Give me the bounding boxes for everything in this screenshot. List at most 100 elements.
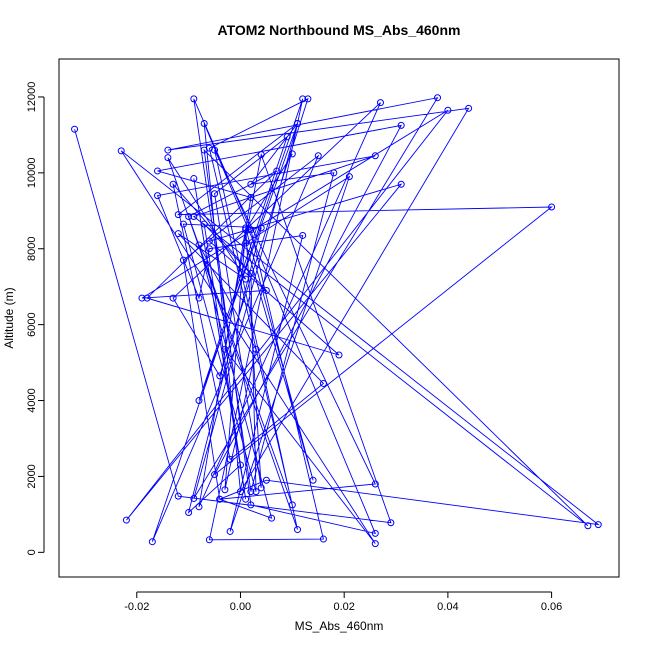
data-point — [242, 224, 250, 232]
y-tick-label: 0 — [26, 549, 38, 555]
data-point — [252, 488, 260, 496]
data-point — [205, 536, 213, 544]
data-point — [376, 99, 384, 107]
data-point — [185, 508, 193, 516]
data-point — [190, 95, 198, 103]
data-point — [252, 345, 260, 353]
data-point — [294, 526, 302, 534]
data-point — [288, 501, 296, 509]
data-point — [205, 237, 213, 245]
data-point — [371, 152, 379, 160]
data-point — [200, 120, 208, 128]
data-point — [299, 231, 307, 239]
x-tick-label: 0.04 — [437, 601, 458, 613]
data-point — [174, 230, 182, 238]
data-point — [247, 488, 255, 496]
data-point — [247, 269, 255, 277]
x-tick-label: 0.00 — [230, 601, 251, 613]
data-point — [164, 154, 172, 162]
data-point — [371, 480, 379, 488]
data-point — [195, 397, 203, 405]
data-point — [138, 294, 146, 302]
data-point — [190, 175, 198, 183]
data-point — [434, 94, 442, 102]
data-point — [174, 492, 182, 500]
x-tick-label: 0.06 — [541, 601, 562, 613]
data-point — [288, 150, 296, 158]
data-point — [387, 519, 395, 527]
data-point — [548, 203, 556, 211]
data-point — [247, 180, 255, 188]
data-point — [465, 104, 473, 112]
data-point — [169, 180, 177, 188]
data-point — [205, 245, 213, 253]
plot-area — [71, 94, 602, 548]
data-point — [283, 133, 291, 141]
data-point — [216, 495, 224, 503]
data-point — [242, 239, 250, 247]
y-tick-label: 12000 — [26, 82, 38, 113]
data-point — [169, 294, 177, 302]
data-point — [216, 372, 224, 380]
y-tick-label: 6000 — [26, 312, 38, 336]
y-tick-label: 10000 — [26, 158, 38, 189]
data-point — [195, 503, 203, 511]
data-point — [190, 494, 198, 502]
data-point — [242, 226, 250, 234]
data-point — [262, 286, 270, 294]
data-point — [242, 495, 250, 503]
data-point — [71, 125, 79, 133]
data-point — [294, 120, 302, 128]
data-point — [371, 529, 379, 537]
data-point — [185, 212, 193, 220]
data-point — [584, 522, 592, 530]
data-point — [397, 180, 405, 188]
data-point — [319, 379, 327, 387]
data-point — [221, 345, 229, 353]
data-point — [242, 275, 250, 283]
data-point — [211, 471, 219, 479]
data-point — [200, 220, 208, 228]
data-point — [154, 192, 162, 200]
data-point — [122, 516, 130, 524]
data-point — [257, 224, 265, 232]
data-point — [211, 146, 219, 154]
data-point — [397, 121, 405, 129]
data-point — [257, 484, 265, 492]
data-point — [247, 501, 255, 509]
y-tick-label: 2000 — [26, 464, 38, 488]
data-point — [190, 212, 198, 220]
data-point — [221, 486, 229, 494]
data-point — [179, 256, 187, 264]
data-point — [335, 351, 343, 359]
data-point — [444, 106, 452, 114]
chart-title: ATOM2 Northbound MS_Abs_460nm — [218, 22, 461, 38]
x-tick-label: -0.02 — [124, 601, 149, 613]
data-point — [195, 241, 203, 249]
data-point — [262, 476, 270, 484]
y-axis-label: Altitude (m) — [2, 287, 16, 348]
data-point — [319, 535, 327, 543]
data-point — [143, 294, 151, 302]
data-point — [304, 95, 312, 103]
x-tick-label: 0.02 — [333, 601, 354, 613]
data-point — [257, 151, 265, 159]
data-point — [299, 95, 307, 103]
data-point — [594, 521, 602, 529]
data-point — [236, 488, 244, 496]
y-tick-label: 4000 — [26, 388, 38, 412]
data-point — [195, 294, 203, 302]
y-axis: 0 2000 4000 6000 8000 10000 12000 — [26, 82, 45, 555]
data-point — [148, 538, 156, 546]
data-point — [154, 167, 162, 175]
data-point — [226, 527, 234, 535]
data-point — [268, 514, 276, 522]
data-point — [330, 169, 338, 177]
data-point — [314, 152, 322, 160]
plot-frame — [58, 58, 620, 578]
data-point — [226, 455, 234, 463]
data-point — [179, 220, 187, 228]
data-point — [236, 461, 244, 469]
x-axis-label: MS_Abs_460nm — [295, 619, 384, 633]
